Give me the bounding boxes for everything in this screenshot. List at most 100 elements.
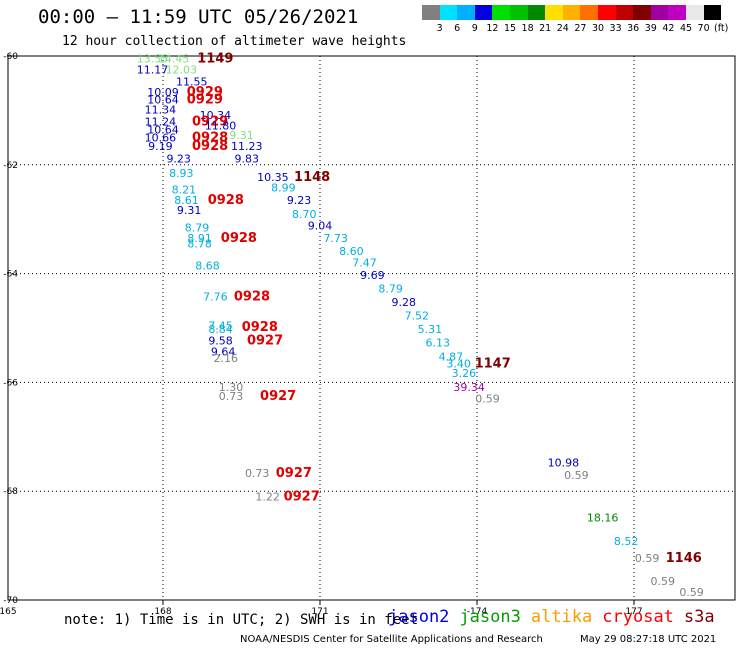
color-scale-label: 39 xyxy=(644,23,657,34)
data-point-label: 9.04 xyxy=(308,220,333,233)
data-point-label: 11.55 xyxy=(176,76,208,89)
color-swatch xyxy=(422,5,440,20)
color-scale-label: 6 xyxy=(454,23,461,34)
data-point-label: 8.79 xyxy=(185,221,210,234)
color-scale-label: 12 xyxy=(486,23,499,34)
data-point-label: 4.87 xyxy=(439,350,464,363)
data-point-label: 11.23 xyxy=(231,140,263,153)
data-point-label: 0928 xyxy=(192,131,228,146)
data-point-label: 10.35 xyxy=(257,171,289,184)
color-swatch xyxy=(668,5,686,20)
color-scale-label: 45 xyxy=(679,23,693,34)
data-point-label: 1.22 xyxy=(255,491,280,504)
data-point-label: 10.66 xyxy=(145,132,177,145)
y-tick-label: -68 xyxy=(3,487,18,497)
data-point-label: 3.40 xyxy=(446,357,471,370)
data-point-label: 8.52 xyxy=(614,535,639,548)
x-tick-label: -174 xyxy=(467,607,488,617)
color-scale-label: 3 xyxy=(436,23,443,34)
data-point-label: 8.99 xyxy=(271,182,296,195)
data-point-label: 9.31 xyxy=(177,204,202,217)
data-point-label: 7.73 xyxy=(323,232,348,245)
data-point-label: 10.09 xyxy=(147,86,179,99)
data-point-label: 10.34 xyxy=(200,109,232,122)
data-point-label: 1148 xyxy=(294,170,330,185)
data-point-label: 8.70 xyxy=(292,208,317,221)
data-point-label: 0.73 xyxy=(219,390,244,403)
data-point-label: 0.73 xyxy=(245,467,270,480)
data-point-label: 9.23 xyxy=(166,152,191,165)
data-point-label: 0928 xyxy=(208,193,244,208)
data-point-label: 18.16 xyxy=(587,511,619,524)
data-point-label: 7.45 xyxy=(208,319,233,332)
data-point-label: 8.84 xyxy=(208,323,233,336)
data-point-label: 9.31 xyxy=(229,129,254,142)
data-point-label: 2.16 xyxy=(214,352,239,365)
color-swatch xyxy=(633,5,651,20)
data-point-label: 6.13 xyxy=(426,337,451,350)
color-swatch xyxy=(703,5,722,20)
data-point-label: 0927 xyxy=(276,466,312,481)
data-point-label: 8.91 xyxy=(187,232,212,245)
data-point-label: 11.34 xyxy=(145,103,177,116)
data-point-label: 11.24 xyxy=(145,115,177,128)
data-point-label: 0.59 xyxy=(475,393,500,406)
color-swatch xyxy=(545,5,563,20)
data-point-label: 0929 xyxy=(187,93,223,108)
data-point-label: 10.98 xyxy=(548,456,580,469)
data-point-label: 0929 xyxy=(192,114,228,129)
data-point-label: 8.61 xyxy=(174,194,199,207)
x-tick-label: 165 xyxy=(0,607,17,617)
color-scale-label: 30 xyxy=(591,23,605,34)
y-tick-label: -70 xyxy=(3,596,18,606)
color-swatch xyxy=(615,5,634,20)
data-point-label: 1147 xyxy=(475,356,511,371)
data-point-label: 0927 xyxy=(260,389,296,404)
data-point-label: 7.52 xyxy=(405,309,430,322)
data-point-label: 0928 xyxy=(234,289,270,304)
y-tick-label: -64 xyxy=(3,270,18,280)
x-tick-label: 177 xyxy=(625,607,642,617)
credit-line: NOAA/NESDIS Center for Satellite Applica… xyxy=(240,634,543,645)
data-point-label: 39.34 xyxy=(453,381,485,394)
data-point-label: 0929 xyxy=(187,85,223,100)
color-swatch xyxy=(474,5,493,20)
y-tick-label: -66 xyxy=(3,378,18,388)
data-point-label: 0.59 xyxy=(564,469,589,482)
color-scale-label: 18 xyxy=(521,23,534,34)
x-tick-label: 171 xyxy=(311,607,328,617)
data-point-label: 0928 xyxy=(242,320,278,335)
satellite-legend: jason2 jason3 altika cryosat s3a xyxy=(388,607,725,627)
data-point-label: 0.59 xyxy=(651,575,676,588)
data-point-label: 11.17 xyxy=(137,64,169,77)
color-swatch xyxy=(492,5,510,20)
data-point-label: 9.83 xyxy=(234,152,259,165)
color-swatch xyxy=(580,5,598,20)
color-scale-label: 15 xyxy=(503,23,517,34)
color-swatch xyxy=(527,5,546,20)
color-scale-label: 24 xyxy=(556,23,569,34)
data-point-label: 9.19 xyxy=(148,140,173,153)
data-point-label: 0928 xyxy=(221,231,257,246)
data-point-label: 11.80 xyxy=(205,120,237,133)
data-point-label: 5.31 xyxy=(418,323,443,336)
data-point-label: 9.69 xyxy=(360,269,385,282)
satellite-legend-item: jason3 xyxy=(459,607,521,627)
data-point-label: 0928 xyxy=(192,139,228,154)
data-point-label: 10.64 xyxy=(147,123,179,136)
data-point-label: 3.26 xyxy=(452,367,477,380)
data-point-label: 0.59 xyxy=(679,586,704,599)
color-scale-label: 27 xyxy=(574,23,587,34)
data-point-label: 9.58 xyxy=(208,335,233,348)
color-swatch xyxy=(650,5,669,20)
chart-subtitle: 12 hour collection of altimeter wave hei… xyxy=(62,34,407,49)
plot-frame xyxy=(7,55,736,601)
data-point-label: 9.64 xyxy=(211,345,236,358)
satellite-legend-item: altika xyxy=(530,607,593,627)
color-swatch xyxy=(686,5,704,20)
data-point-label: 0.59 xyxy=(635,552,660,565)
footer-note: note: 1) Time is in UTC; 2) SWH is in fe… xyxy=(64,612,419,628)
data-point-label: 1149 xyxy=(197,52,233,67)
color-scale-label: 21 xyxy=(539,23,552,34)
